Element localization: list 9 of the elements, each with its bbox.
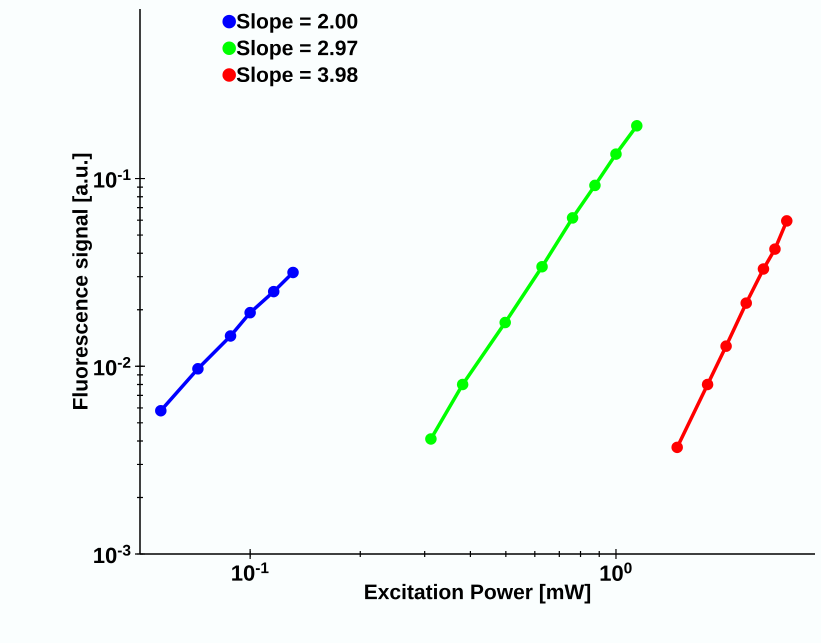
y-tick-label: 10$^{-3}$ [94, 544, 130, 564]
y-tick-label: 10$^{-2}$ [94, 357, 130, 376]
x-tick-label: 10$^{0}$ [600, 562, 632, 582]
legend-label: Slope = 2.00 [236, 13, 358, 33]
y-axis-title: Fluorescence signal [a.u.] [72, 154, 92, 410]
y-tick-label: 10$^{-1}$ [94, 169, 131, 188]
legend-label: Slope = 3.98 [236, 66, 358, 86]
x-axis-title: Excitation Power [mW] [365, 584, 590, 604]
legend-label: Slope = 2.97 [236, 40, 358, 60]
